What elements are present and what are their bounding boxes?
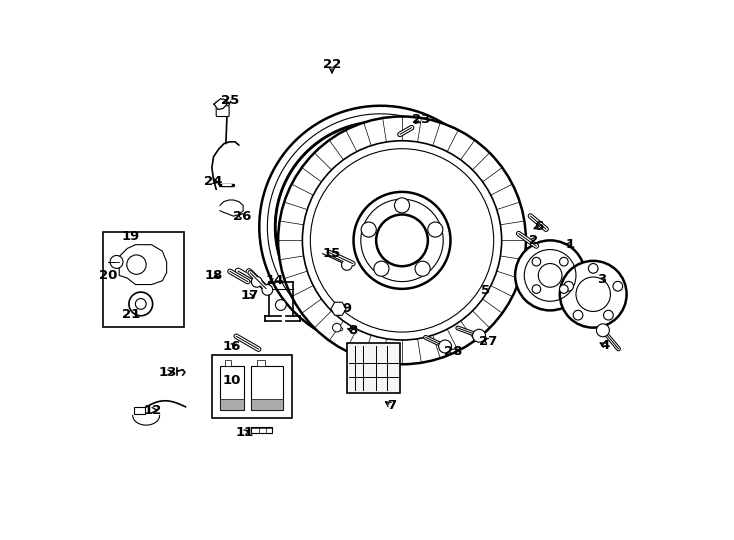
Text: 13: 13 xyxy=(159,366,177,379)
Circle shape xyxy=(251,276,262,287)
Bar xyxy=(220,366,244,410)
Circle shape xyxy=(576,277,611,312)
Bar xyxy=(134,407,145,414)
Text: 18: 18 xyxy=(204,269,222,282)
Circle shape xyxy=(473,329,485,342)
Circle shape xyxy=(613,281,622,291)
Bar xyxy=(257,361,265,366)
Text: 8: 8 xyxy=(348,324,357,337)
Circle shape xyxy=(564,281,573,291)
Circle shape xyxy=(559,258,568,266)
Text: 2: 2 xyxy=(529,234,539,247)
Circle shape xyxy=(354,192,451,289)
Text: 21: 21 xyxy=(122,308,140,321)
Circle shape xyxy=(333,323,341,332)
Polygon shape xyxy=(220,200,243,216)
Circle shape xyxy=(394,198,410,213)
Circle shape xyxy=(135,299,146,309)
Text: 6: 6 xyxy=(534,220,543,233)
Text: 25: 25 xyxy=(220,94,239,107)
Circle shape xyxy=(127,255,146,274)
Circle shape xyxy=(560,261,627,328)
Bar xyxy=(250,366,283,410)
Text: 12: 12 xyxy=(144,403,161,416)
Circle shape xyxy=(559,285,568,293)
Circle shape xyxy=(302,141,501,340)
Circle shape xyxy=(110,255,123,268)
Bar xyxy=(250,399,283,410)
Circle shape xyxy=(341,260,352,271)
Text: 23: 23 xyxy=(412,113,430,126)
Bar xyxy=(212,355,291,418)
Text: 24: 24 xyxy=(204,174,222,187)
FancyBboxPatch shape xyxy=(217,106,229,117)
Circle shape xyxy=(439,340,451,353)
Text: 17: 17 xyxy=(241,289,258,302)
Circle shape xyxy=(428,222,443,237)
Text: 20: 20 xyxy=(99,269,117,282)
Text: 9: 9 xyxy=(342,302,351,315)
Circle shape xyxy=(603,310,614,320)
Circle shape xyxy=(532,285,541,293)
Text: 11: 11 xyxy=(235,426,253,439)
Circle shape xyxy=(532,258,541,266)
Text: 10: 10 xyxy=(222,374,241,387)
Circle shape xyxy=(275,300,286,310)
Text: 22: 22 xyxy=(323,58,341,71)
Bar xyxy=(225,361,231,366)
Text: 7: 7 xyxy=(387,399,396,412)
Text: 14: 14 xyxy=(265,274,283,287)
Circle shape xyxy=(374,261,389,276)
Text: 28: 28 xyxy=(444,346,462,359)
Text: 3: 3 xyxy=(597,273,606,286)
Circle shape xyxy=(278,117,526,365)
Circle shape xyxy=(361,222,377,237)
Circle shape xyxy=(415,261,430,276)
Text: 1: 1 xyxy=(566,238,575,251)
Text: 19: 19 xyxy=(122,230,140,243)
Polygon shape xyxy=(214,99,227,110)
Bar xyxy=(103,232,184,327)
Text: 26: 26 xyxy=(233,210,251,222)
Circle shape xyxy=(573,310,583,320)
Text: 15: 15 xyxy=(323,247,341,260)
Circle shape xyxy=(376,214,428,266)
Bar xyxy=(346,343,400,393)
Polygon shape xyxy=(119,245,167,285)
Text: 5: 5 xyxy=(481,284,490,297)
Circle shape xyxy=(589,264,598,273)
Circle shape xyxy=(129,292,153,316)
Bar xyxy=(220,399,244,410)
Text: 16: 16 xyxy=(222,340,241,353)
Circle shape xyxy=(597,324,609,337)
Circle shape xyxy=(515,240,585,310)
Text: 27: 27 xyxy=(479,335,498,348)
Circle shape xyxy=(538,264,562,287)
Bar xyxy=(251,427,272,433)
Circle shape xyxy=(262,285,273,295)
Text: 4: 4 xyxy=(600,339,610,352)
